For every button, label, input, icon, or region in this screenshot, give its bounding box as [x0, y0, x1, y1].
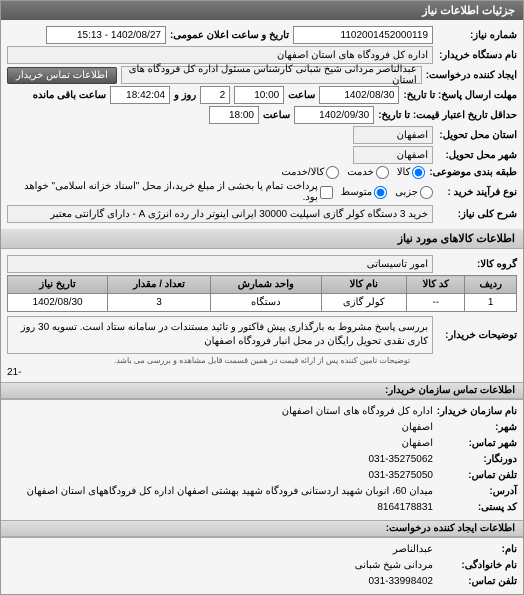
table-header-row: ردیف کد کالا نام کالا واحد شمارش تعداد /…	[8, 276, 517, 294]
phone-label: تلفن تماس:	[437, 468, 517, 484]
org-value: اداره کل فرودگاه های استان اصفهان	[282, 404, 433, 420]
notes-field: بررسی پاسخ مشروط به بارگذاری پیش فاکتور …	[7, 316, 433, 354]
purchase-medium-radio[interactable]: متوسط	[341, 186, 387, 199]
number-field[interactable]: 1102001452000119	[293, 26, 433, 44]
radio-service[interactable]	[376, 166, 389, 179]
panel-title: جزئیات اطلاعات نیاز	[1, 1, 523, 20]
budget-goods-radio[interactable]: کالا	[397, 166, 426, 179]
group-field: امور تاسیساتی	[7, 255, 433, 273]
purchase-medium-label: متوسط	[341, 187, 372, 198]
remaining-label: ساعت باقی مانده	[33, 90, 106, 101]
address-value: میدان 60، انوبان شهید اردستانی فرودگاه ش…	[27, 484, 433, 500]
radio-medium[interactable]	[374, 186, 387, 199]
check-note[interactable]	[320, 186, 333, 199]
time-label-1: ساعت	[288, 90, 315, 101]
address-label: آدرس:	[437, 484, 517, 500]
budget-service-label: خدمت	[347, 167, 374, 178]
family-label: نام خانوادگی:	[437, 558, 517, 574]
summary-label: شرح کلی نیاز:	[437, 209, 517, 220]
col-date: تاریخ نیاز	[8, 276, 108, 294]
response-deadline-label: مهلت ارسال پاسخ: تا تاریخ:	[403, 90, 517, 101]
public-date-field[interactable]: 1402/08/27 - 15:13	[46, 26, 166, 44]
number-label: شماره نیاز:	[437, 30, 517, 41]
name-label: نام:	[437, 542, 517, 558]
family-value: مردانی شیخ شبانی	[355, 558, 433, 574]
req-creator-block: نام:عبدالناصر نام خانوادگی:مردانی شیخ شب…	[1, 537, 523, 594]
purchase-type-label: نوع فرآیند خرید :	[437, 187, 517, 198]
items-table: ردیف کد کالا نام کالا واحد شمارش تعداد /…	[7, 275, 517, 312]
buyer-label: نام دستگاه خریدار:	[437, 50, 517, 61]
purchase-note-label: پرداخت تمام یا بخشی از مبلغ خرید،از محل …	[7, 181, 318, 203]
buyer-field: اداره کل فرودگاه های استان اصفهان	[7, 46, 433, 64]
pager-label: -21	[7, 367, 517, 378]
budget-service-radio[interactable]: خدمت	[347, 166, 389, 179]
delivery-province-label: استان محل تحویل:	[437, 130, 517, 141]
delivery-city-field: اصفهان	[353, 146, 433, 164]
contact-section-title: اطلاعات تماس سازمان خریدار:	[1, 382, 523, 399]
items-section-title: اطلاعات کالاهای مورد نیاز	[1, 229, 523, 249]
response-date-field[interactable]: 1402/08/30	[319, 86, 399, 104]
cell-code: --	[407, 294, 465, 312]
validity-label: حداقل تاریخ اعتبار قیمت: تا تاریخ:	[378, 110, 517, 121]
summary-field: خرید 3 دستگاه کولر گازی اسپلیت 30000 ایر…	[7, 205, 433, 223]
col-row: ردیف	[465, 276, 517, 294]
purchase-radio-group: جزبی متوسط پرداخت تمام یا بخشی از مبلغ خ…	[7, 181, 433, 203]
postal-value: 8164178831	[377, 500, 433, 516]
cell-date: 1402/08/30	[8, 294, 108, 312]
cell-qty: 3	[108, 294, 211, 312]
budget-label: طبقه بندی موضوعی:	[429, 167, 517, 178]
radio-goods[interactable]	[412, 166, 425, 179]
notes-label: توضیحات خریدار:	[437, 330, 517, 341]
requester-label: ایجاد کننده درخواست:	[426, 70, 517, 81]
remaining-field[interactable]: 18:42:04	[110, 86, 170, 104]
org-label: نام سازمان خریدار:	[437, 404, 517, 420]
group-label: گروه کالا:	[437, 259, 517, 270]
col-qty: تعداد / مقدار	[108, 276, 211, 294]
radio-small[interactable]	[420, 186, 433, 199]
city-value: اصفهان	[402, 436, 433, 452]
days-field[interactable]: 2	[200, 86, 230, 104]
cell-row: 1	[465, 294, 517, 312]
main-panel: جزئیات اطلاعات نیاز شماره نیاز: 11020014…	[0, 0, 524, 595]
need-form: شماره نیاز: 1102001452000119 تاریخ و ساع…	[1, 20, 523, 229]
req-phone-value: 031-33998402	[368, 574, 433, 590]
contact-info-button[interactable]: اطلاعات تماس خریدار	[7, 67, 117, 84]
days-label: روز و	[174, 90, 196, 101]
contact-block: نام سازمان خریدار:اداره کل فرودگاه های ا…	[1, 399, 523, 520]
public-date-label: تاریخ و ساعت اعلان عمومی:	[170, 30, 289, 41]
phone-value: 031-35275050	[368, 468, 433, 484]
purchase-small-label: جزبی	[395, 187, 418, 198]
time-label-2: ساعت	[263, 110, 290, 121]
province-value: اصفهان	[402, 420, 433, 436]
budget-both-radio[interactable]: کالا/خدمت	[281, 166, 339, 179]
items-area: گروه کالا: امور تاسیساتی ردیف کد کالا نا…	[1, 249, 523, 382]
req-phone-label: تلفن تماس:	[437, 574, 517, 590]
col-unit: واحد شمارش	[211, 276, 322, 294]
budget-both-label: کالا/خدمت	[281, 167, 324, 178]
req-creator-section-title: اطلاعات ایجاد کننده درخواست:	[1, 520, 523, 537]
purchase-small-radio[interactable]: جزبی	[395, 186, 433, 199]
city-label: شهر تماس:	[437, 436, 517, 452]
response-time-field[interactable]: 10:00	[234, 86, 284, 104]
cell-name: کولر گازی	[321, 294, 406, 312]
province-label: شهر:	[437, 420, 517, 436]
validity-time-field[interactable]: 18:00	[209, 106, 259, 124]
fax-value: 031-35275062	[368, 452, 433, 468]
delivery-city-label: شهر محل تحویل:	[437, 150, 517, 161]
purchase-note-check[interactable]: پرداخت تمام یا بخشی از مبلغ خرید،از محل …	[7, 181, 333, 203]
budget-goods-label: کالا	[397, 167, 411, 178]
supplier-notice: توضیحات تامین کننده پس از ارائه قیمت در …	[7, 356, 517, 365]
validity-date-field[interactable]: 1402/09/30	[294, 106, 374, 124]
radio-both[interactable]	[326, 166, 339, 179]
col-name: نام کالا	[321, 276, 406, 294]
name-value: عبدالناصر	[393, 542, 433, 558]
budget-radio-group: کالا خدمت کالا/خدمت	[281, 166, 425, 179]
requester-field: عبدالناصر مردانی شیخ شبانی کارشناس مسئول…	[121, 66, 422, 84]
table-row[interactable]: 1 -- کولر گازی دستگاه 3 1402/08/30	[8, 294, 517, 312]
cell-unit: دستگاه	[211, 294, 322, 312]
postal-label: کد پستی:	[437, 500, 517, 516]
delivery-province-field: اصفهان	[353, 126, 433, 144]
col-code: کد کالا	[407, 276, 465, 294]
fax-label: دورنگار:	[437, 452, 517, 468]
